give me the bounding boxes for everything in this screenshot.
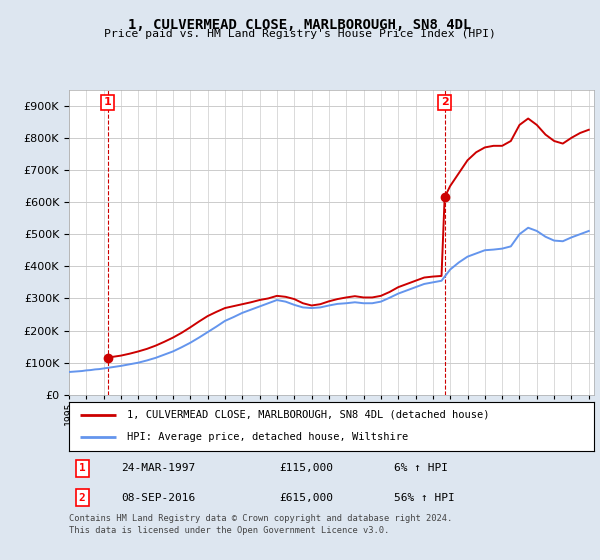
Text: £115,000: £115,000 (279, 464, 333, 473)
Text: 1: 1 (79, 464, 86, 473)
Text: 56% ↑ HPI: 56% ↑ HPI (395, 493, 455, 502)
Text: 24-MAR-1997: 24-MAR-1997 (121, 464, 196, 473)
Text: 1, CULVERMEAD CLOSE, MARLBOROUGH, SN8 4DL (detached house): 1, CULVERMEAD CLOSE, MARLBOROUGH, SN8 4D… (127, 410, 489, 420)
Text: 1, CULVERMEAD CLOSE, MARLBOROUGH, SN8 4DL: 1, CULVERMEAD CLOSE, MARLBOROUGH, SN8 4D… (128, 18, 472, 32)
Text: 2: 2 (441, 97, 449, 108)
Text: 2: 2 (79, 493, 86, 502)
Text: HPI: Average price, detached house, Wiltshire: HPI: Average price, detached house, Wilt… (127, 432, 408, 442)
Text: 1: 1 (104, 97, 112, 108)
Text: 08-SEP-2016: 08-SEP-2016 (121, 493, 196, 502)
Text: £615,000: £615,000 (279, 493, 333, 502)
Text: Contains HM Land Registry data © Crown copyright and database right 2024.: Contains HM Land Registry data © Crown c… (69, 514, 452, 523)
Text: Price paid vs. HM Land Registry's House Price Index (HPI): Price paid vs. HM Land Registry's House … (104, 29, 496, 39)
Text: This data is licensed under the Open Government Licence v3.0.: This data is licensed under the Open Gov… (69, 526, 389, 535)
Text: 6% ↑ HPI: 6% ↑ HPI (395, 464, 449, 473)
